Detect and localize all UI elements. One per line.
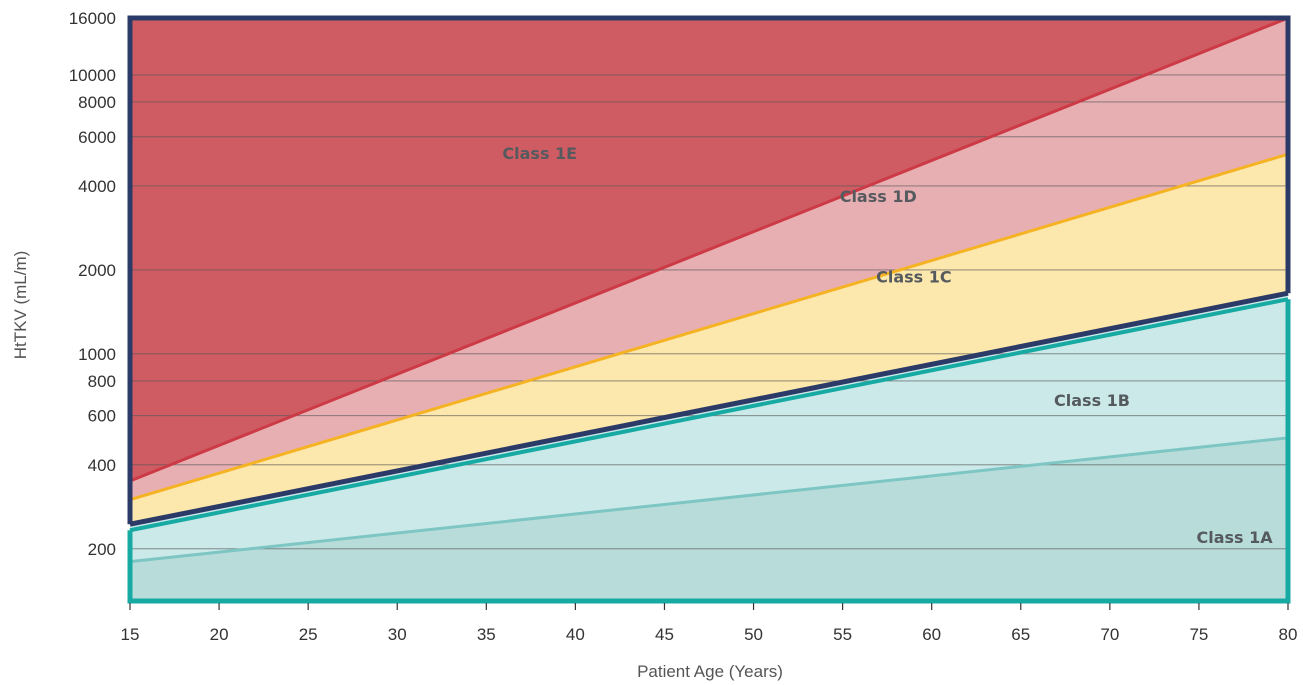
class-boundary-lines [129, 16, 1289, 564]
x-tick-label-30: 30 [388, 625, 407, 644]
region-labels: Class 1A Class 1B Class 1C Class 1D Class 1E [502, 144, 1273, 547]
boundary-line-1c-1d [129, 152, 1289, 502]
x-tick-label-40: 40 [566, 625, 585, 644]
boundary-line-1b-edge [129, 297, 1289, 533]
y-tick-label-400: 400 [88, 456, 116, 475]
y-tick-label-16000: 16000 [69, 9, 116, 28]
region-class-1d [130, 18, 1288, 500]
x-tick-label-50: 50 [744, 625, 763, 644]
y-tick-label-4000: 4000 [78, 177, 116, 196]
region-label-class-1a: Class 1A [1196, 528, 1273, 547]
x-tick-label-25: 25 [299, 625, 318, 644]
y-tick-label-6000: 6000 [78, 128, 116, 147]
y-tick-label-1000: 1000 [78, 345, 116, 364]
boundary-line-1b-1c [129, 290, 1289, 527]
plot-frame [127, 15, 1291, 604]
y-tick-label-600: 600 [88, 407, 116, 426]
class-regions [130, 18, 1288, 601]
frame-upper [127, 15, 1291, 525]
y-tick-label-10000: 10000 [69, 66, 116, 85]
x-tick-label-20: 20 [210, 625, 229, 644]
region-class-1b [130, 293, 1288, 562]
frame-lower [127, 299, 1291, 604]
x-tick-label-75: 75 [1189, 625, 1208, 644]
x-axis-title: Patient Age (Years) [637, 662, 783, 681]
region-label-class-1c: Class 1C [876, 268, 952, 287]
x-tick-label-15: 15 [121, 625, 140, 644]
region-label-class-1e: Class 1E [502, 144, 577, 163]
region-class-1a [130, 437, 1288, 601]
x-axis-ticks: 15 20 25 30 35 40 45 50 55 60 65 70 75 80 [121, 603, 1298, 644]
x-tick-label-80: 80 [1279, 625, 1298, 644]
x-tick-label-60: 60 [922, 625, 941, 644]
y-tick-label-8000: 8000 [78, 93, 116, 112]
y-tick-label-200: 200 [88, 540, 116, 559]
x-tick-label-70: 70 [1100, 625, 1119, 644]
boundary-line-1a-1b [129, 436, 1289, 564]
gridlines [130, 74, 1288, 550]
y-axis-title: HtTKV (mL/m) [11, 251, 30, 360]
region-class-1c [130, 154, 1288, 525]
x-tick-label-65: 65 [1011, 625, 1030, 644]
y-tick-label-800: 800 [88, 372, 116, 391]
y-tick-label-2000: 2000 [78, 261, 116, 280]
x-tick-label-55: 55 [833, 625, 852, 644]
x-tick-label-45: 45 [655, 625, 674, 644]
y-axis-ticks: 200 400 600 800 1000 2000 4000 6000 8000 10000 160… [69, 9, 116, 559]
x-tick-label-35: 35 [477, 625, 496, 644]
region-label-class-1b: Class 1B [1054, 391, 1130, 410]
boundary-line-1d-1e [129, 16, 1289, 483]
region-label-class-1d: Class 1D [840, 187, 917, 206]
